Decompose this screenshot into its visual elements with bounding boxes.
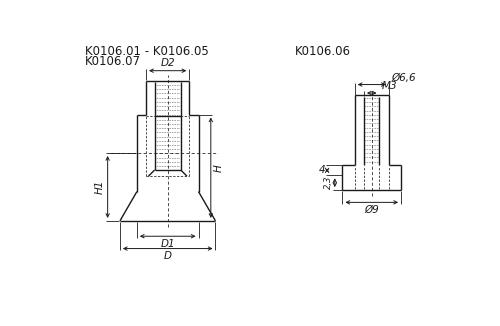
Text: Ø9: Ø9 [364, 205, 379, 215]
Text: Ø6,6: Ø6,6 [391, 73, 415, 83]
Text: D2: D2 [160, 58, 175, 68]
Text: K0106.01 - K0106.05: K0106.01 - K0106.05 [86, 45, 209, 58]
Text: D: D [164, 251, 172, 261]
Text: H1: H1 [94, 180, 104, 194]
Text: H: H [214, 164, 224, 171]
Text: K0106.07: K0106.07 [86, 54, 141, 67]
Text: M3: M3 [382, 82, 398, 92]
Text: D1: D1 [160, 239, 175, 248]
Text: K0106.06: K0106.06 [295, 45, 351, 58]
Text: 2,3: 2,3 [324, 176, 333, 189]
Text: 4: 4 [319, 165, 326, 175]
